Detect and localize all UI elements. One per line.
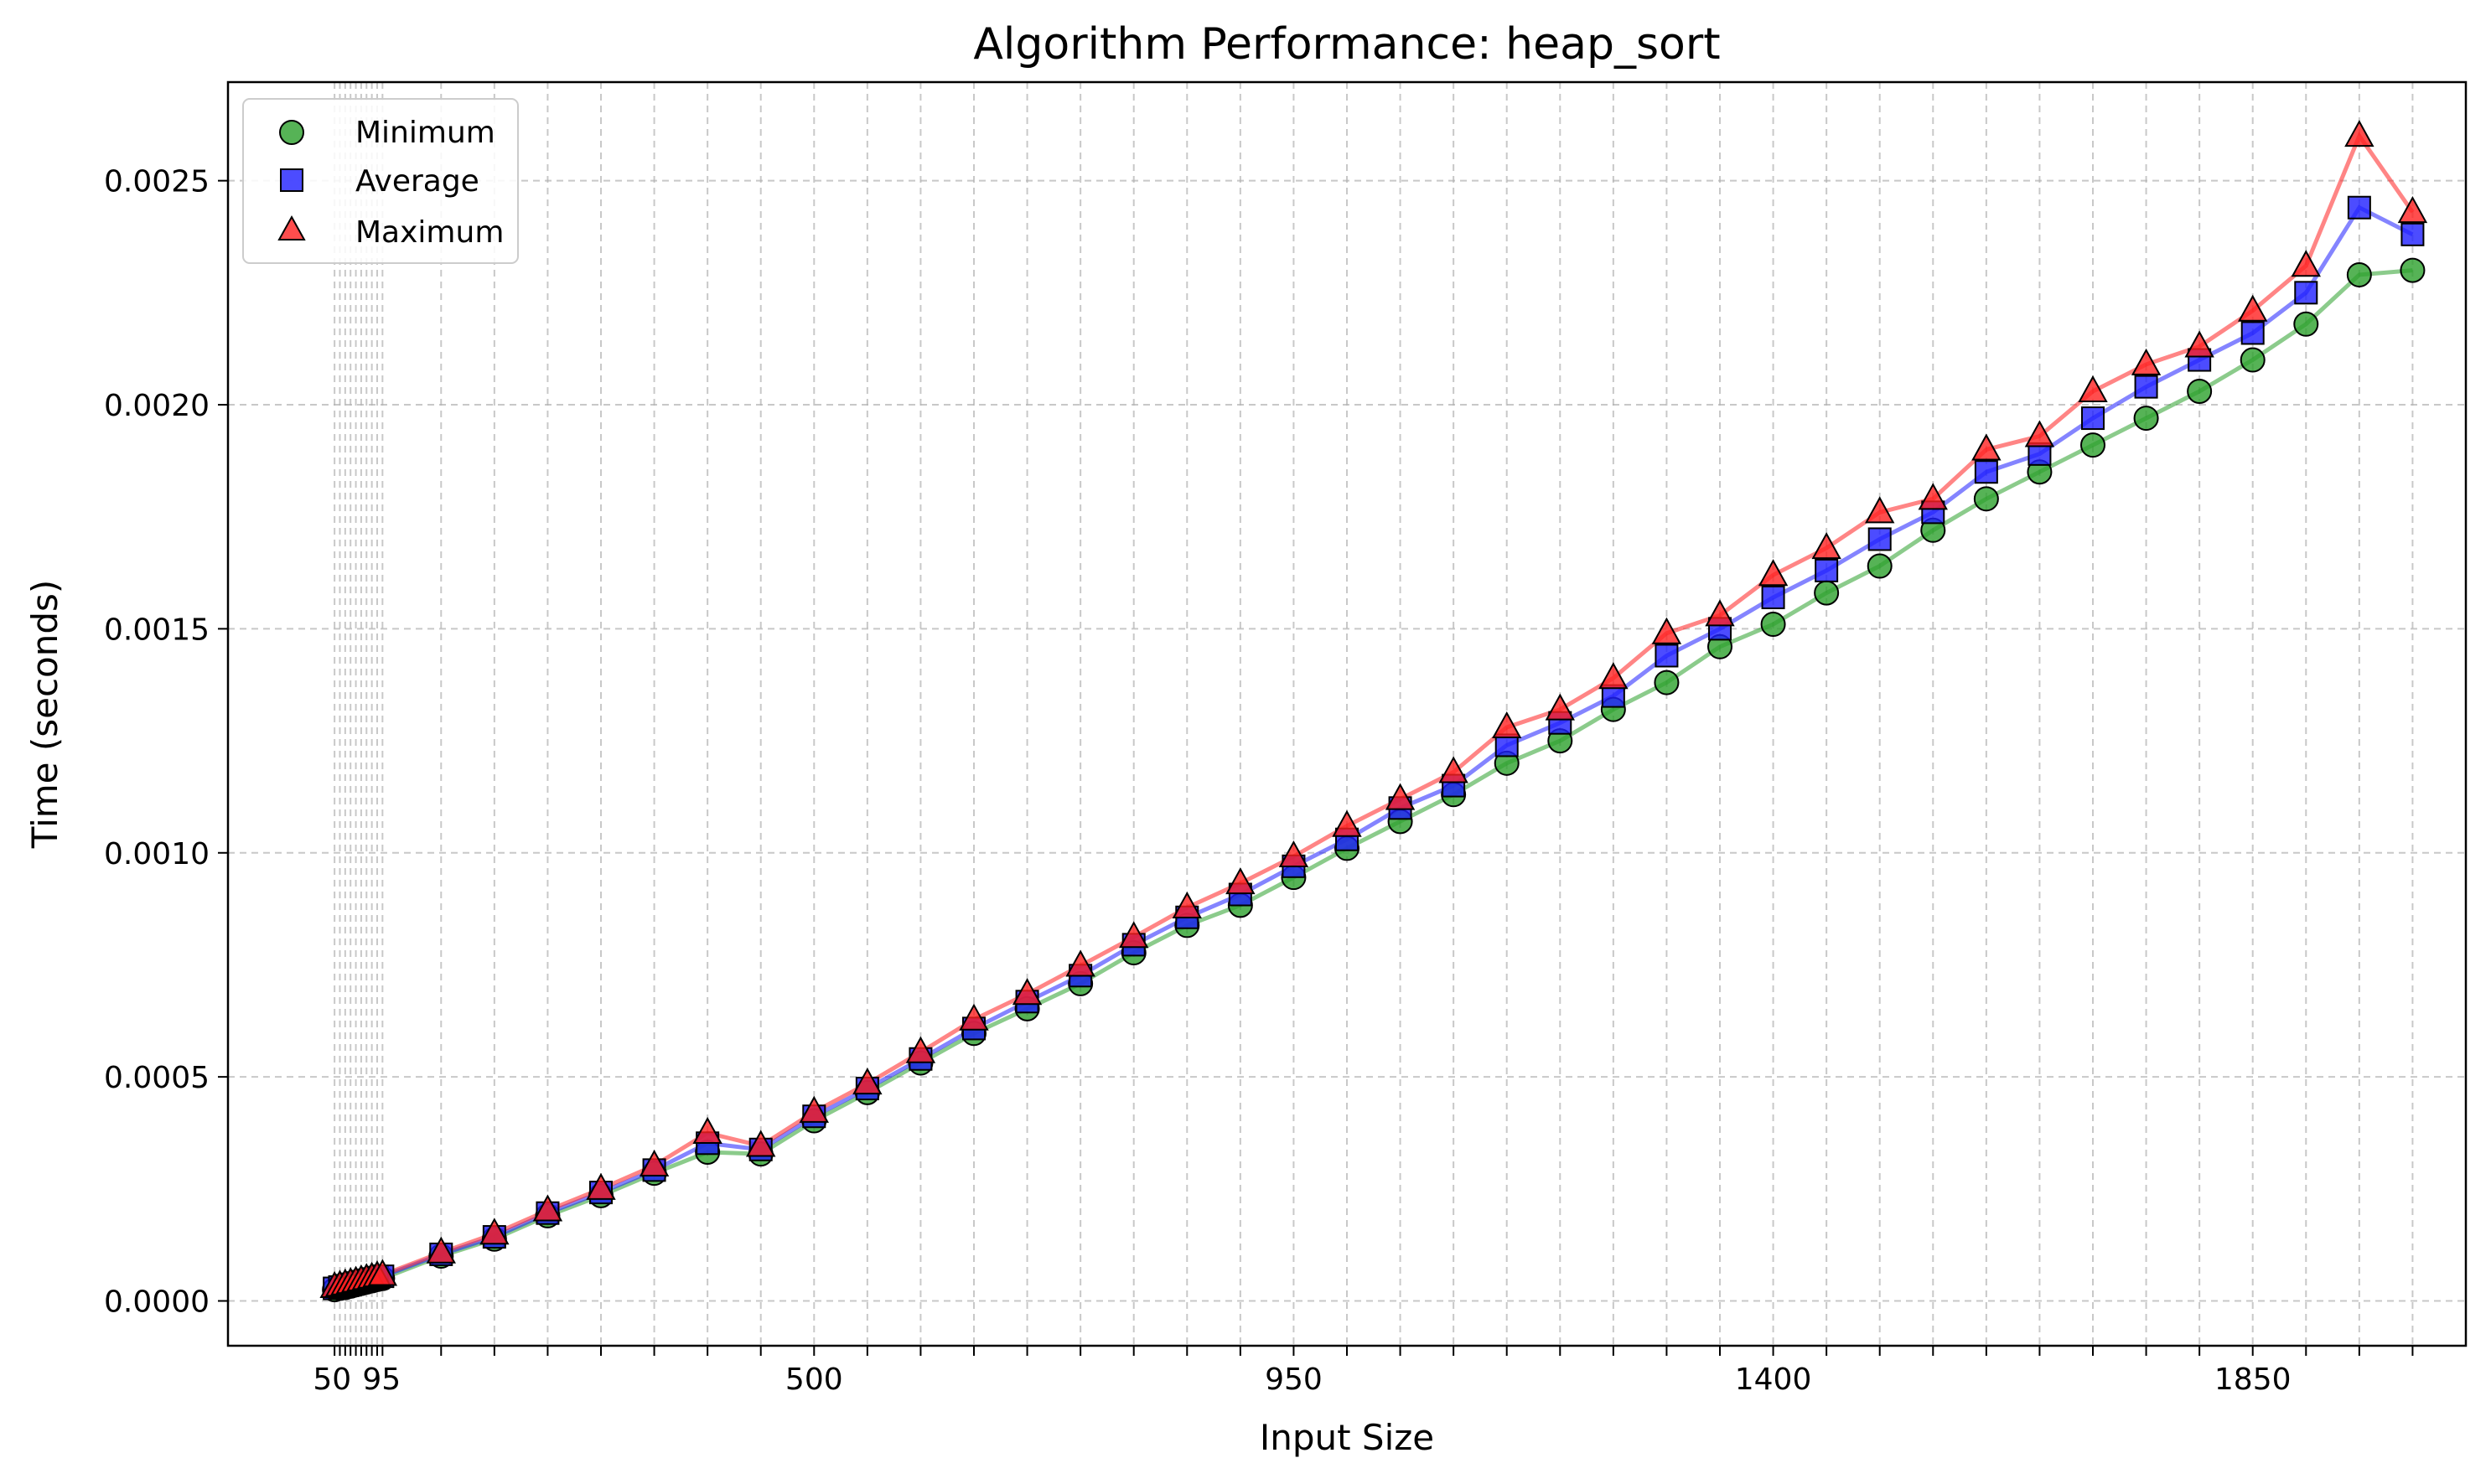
point-maximum	[746, 1130, 776, 1157]
point-maximum	[959, 1003, 989, 1031]
point-minimum	[1867, 553, 1893, 579]
point-maximum	[2184, 330, 2214, 358]
point-minimum	[1814, 580, 1840, 606]
point-maximum	[2131, 348, 2162, 375]
point-maximum	[1705, 599, 1735, 627]
point-maximum	[2024, 420, 2055, 447]
legend-box	[242, 98, 519, 264]
x-axis-title: Input Size	[1260, 1417, 1434, 1458]
legend-label-average: Average	[355, 164, 479, 199]
point-minimum	[2293, 311, 2319, 337]
point-minimum	[1654, 670, 1680, 695]
point-minimum	[2240, 347, 2266, 373]
point-minimum	[2133, 406, 2159, 432]
point-maximum	[426, 1236, 456, 1264]
point-maximum	[692, 1116, 722, 1144]
chart-title: Algorithm Performance: heap_sort	[973, 19, 1720, 70]
point-average	[1761, 585, 1785, 609]
series-layer	[319, 120, 2428, 1303]
point-maximum	[1598, 662, 1629, 690]
legend: Minimum Average Maximum	[242, 98, 519, 264]
legend-label-minimum: Minimum	[355, 116, 495, 150]
x-tick-label: 950	[1265, 1362, 1323, 1397]
point-maximum	[799, 1095, 829, 1123]
point-average	[2240, 321, 2265, 345]
point-average	[1815, 558, 1839, 582]
point-maximum	[1545, 693, 1575, 721]
legend-marker-maximum	[277, 215, 306, 240]
point-average	[2347, 195, 2371, 220]
point-maximum	[2397, 196, 2428, 224]
point-maximum	[1278, 840, 1309, 868]
point-maximum	[639, 1149, 670, 1177]
point-maximum	[852, 1068, 883, 1095]
point-minimum	[1760, 612, 1786, 638]
axis-ticks: 50 95 500 950 1400 1850 0.0000 0.0005 0.0010 0.00…	[104, 165, 2414, 1397]
point-maximum	[1225, 867, 1256, 895]
legend-label-maximum: Maximum	[355, 215, 504, 250]
y-tick-label: 0.0025	[104, 165, 210, 199]
point-average	[2081, 406, 2105, 431]
point-maximum	[2344, 120, 2374, 147]
y-tick-label: 0.0015	[104, 613, 210, 647]
legend-marker-average	[280, 168, 303, 192]
point-maximum	[1865, 496, 1895, 524]
x-tick-label: 1400	[1735, 1362, 1812, 1397]
x-tick-label: 50	[313, 1362, 351, 1397]
point-maximum	[367, 1259, 398, 1286]
point-average	[2400, 222, 2425, 246]
point-maximum	[2291, 250, 2321, 277]
point-maximum	[479, 1218, 510, 1245]
point-maximum	[1758, 559, 1789, 587]
point-minimum	[2346, 261, 2372, 287]
point-maximum	[1172, 891, 1202, 919]
point-average	[1974, 460, 1998, 484]
point-maximum	[1065, 949, 1095, 977]
point-average	[1867, 527, 1892, 551]
point-maximum	[1811, 532, 1841, 560]
point-maximum	[1119, 921, 1149, 949]
point-maximum	[1385, 783, 1416, 810]
point-minimum	[2187, 378, 2213, 404]
point-minimum	[2400, 257, 2426, 283]
y-tick-label: 0.0020	[104, 389, 210, 423]
y-tick-label: 0.0010	[104, 837, 210, 871]
point-maximum	[532, 1194, 563, 1222]
point-maximum	[1492, 711, 1522, 739]
point-average	[2294, 281, 2318, 305]
y-tick-label: 0.0005	[104, 1061, 210, 1095]
point-maximum	[1438, 756, 1468, 783]
y-tick-label: 0.0000	[104, 1285, 210, 1320]
point-maximum	[2078, 375, 2108, 402]
x-tick-label: 500	[785, 1362, 843, 1397]
point-maximum	[586, 1172, 616, 1200]
point-maximum	[1918, 483, 1948, 510]
point-maximum	[1332, 809, 1362, 837]
y-axis-title: Time (seconds)	[24, 580, 65, 850]
point-maximum	[2238, 294, 2268, 322]
point-maximum	[1971, 433, 2002, 461]
x-tick-label: 95	[362, 1362, 401, 1397]
point-maximum	[905, 1036, 936, 1063]
legend-marker-minimum	[279, 120, 304, 145]
point-maximum	[1651, 617, 1682, 644]
point-average	[1655, 644, 1679, 668]
point-maximum	[1012, 978, 1043, 1006]
point-minimum	[2080, 432, 2105, 458]
point-minimum	[1973, 486, 1999, 512]
x-tick-label: 1850	[2214, 1362, 2292, 1397]
point-average	[2134, 375, 2158, 399]
